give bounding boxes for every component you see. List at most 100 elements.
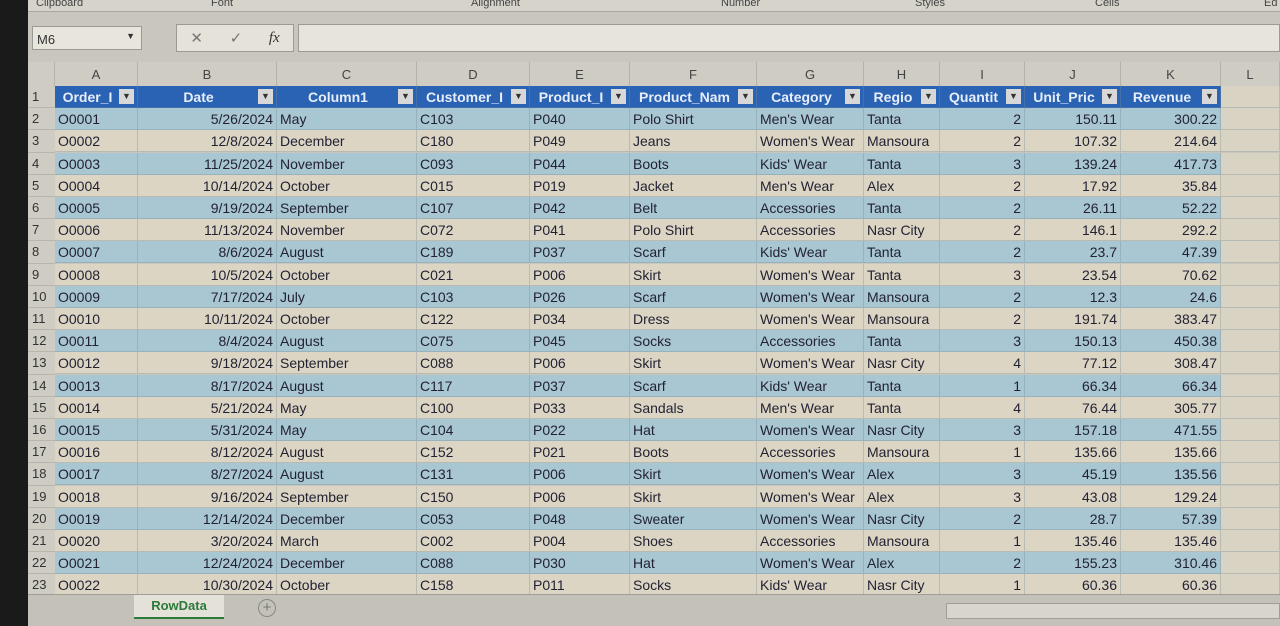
table-cell[interactable]: C107 [417, 197, 530, 219]
table-cell[interactable]: 12.3 [1025, 285, 1121, 308]
table-cell[interactable]: September [277, 485, 417, 508]
table-cell[interactable]: Scarf [630, 241, 757, 264]
filter-dropdown-icon[interactable]: ▼ [1202, 89, 1217, 104]
table-cell[interactable]: C053 [417, 507, 530, 530]
table-cell[interactable]: P048 [530, 507, 630, 530]
table-cell[interactable]: Accessories [757, 441, 864, 464]
cell-empty[interactable] [1221, 441, 1280, 464]
table-cell[interactable]: 3 [940, 463, 1025, 486]
table-cell[interactable]: Alex [864, 463, 940, 486]
table-cell[interactable]: Tanta [864, 108, 940, 131]
table-cell[interactable]: 43.08 [1025, 485, 1121, 508]
cell-empty[interactable] [1221, 108, 1280, 131]
table-cell[interactable]: P006 [530, 485, 630, 508]
table-cell[interactable]: O0004 [55, 174, 138, 197]
table-cell[interactable]: 417.73 [1121, 152, 1221, 175]
row-header[interactable]: 18 [28, 463, 55, 486]
table-cell[interactable]: 107.32 [1025, 130, 1121, 153]
table-cell[interactable]: Polo Shirt [630, 219, 757, 242]
table-cell[interactable]: O0015 [55, 419, 138, 441]
table-header-cell[interactable]: Product_I ▼ [530, 86, 630, 108]
formula-input[interactable] [298, 24, 1280, 52]
table-cell[interactable]: May [277, 396, 417, 419]
table-cell[interactable]: 47.39 [1121, 241, 1221, 264]
table-cell[interactable]: Nasr City [864, 352, 940, 375]
table-header-cell[interactable]: Column1 ▼ [277, 86, 417, 108]
table-cell[interactable]: 383.47 [1121, 308, 1221, 330]
table-cell[interactable]: C104 [417, 419, 530, 441]
table-cell[interactable]: 9/18/2024 [138, 352, 277, 375]
table-cell[interactable]: C093 [417, 152, 530, 175]
column-header-e[interactable]: E [530, 62, 630, 86]
cell-empty[interactable] [1221, 419, 1280, 441]
table-cell[interactable]: Alex [864, 552, 940, 575]
table-cell[interactable]: 77.12 [1025, 352, 1121, 375]
filter-dropdown-icon[interactable]: ▼ [845, 89, 860, 104]
enter-icon[interactable]: ✓ [229, 30, 243, 47]
table-cell[interactable]: 450.38 [1121, 330, 1221, 353]
table-cell[interactable]: 3 [940, 419, 1025, 441]
cell-empty[interactable] [1221, 308, 1280, 330]
table-header-cell[interactable]: Date ▼ [138, 86, 277, 108]
table-cell[interactable]: November [277, 152, 417, 175]
table-header-cell[interactable]: Quantit ▼ [940, 86, 1025, 108]
table-cell[interactable]: July [277, 285, 417, 308]
table-cell[interactable]: 2 [940, 552, 1025, 575]
filter-dropdown-icon[interactable]: ▼ [119, 89, 134, 104]
table-cell[interactable]: 5/26/2024 [138, 108, 277, 131]
filter-dropdown-icon[interactable]: ▼ [258, 89, 273, 104]
table-cell[interactable]: C189 [417, 241, 530, 264]
select-all-corner[interactable] [28, 62, 55, 86]
table-cell[interactable]: Men's Wear [757, 396, 864, 419]
table-cell[interactable]: September [277, 352, 417, 375]
table-cell[interactable]: C180 [417, 130, 530, 153]
table-cell[interactable]: Accessories [757, 219, 864, 242]
table-cell[interactable]: O0001 [55, 108, 138, 131]
row-header[interactable]: 8 [28, 241, 55, 264]
table-cell[interactable]: 12/14/2024 [138, 507, 277, 530]
table-cell[interactable]: Jeans [630, 130, 757, 153]
sheet-tab-rowdata[interactable]: RowData [134, 595, 224, 619]
table-cell[interactable]: P045 [530, 330, 630, 353]
cell-empty[interactable] [1221, 197, 1280, 219]
table-cell[interactable]: O0020 [55, 530, 138, 552]
table-cell[interactable]: 2 [940, 219, 1025, 242]
table-cell[interactable]: March [277, 530, 417, 552]
row-header[interactable]: 4 [28, 152, 55, 175]
insert-function-icon[interactable]: fx [268, 29, 280, 46]
table-cell[interactable]: P044 [530, 152, 630, 175]
cell-empty[interactable] [1221, 374, 1280, 397]
table-cell[interactable]: 8/17/2024 [138, 374, 277, 397]
table-header-cell[interactable]: Unit_Pric ▼ [1025, 86, 1121, 108]
table-cell[interactable]: C021 [417, 263, 530, 286]
table-cell[interactable]: August [277, 441, 417, 464]
column-header-i[interactable]: I [940, 62, 1025, 86]
cell-empty[interactable] [1221, 86, 1280, 108]
cell-empty[interactable] [1221, 152, 1280, 175]
add-sheet-icon[interactable]: + [258, 599, 276, 617]
table-cell[interactable]: 2 [940, 130, 1025, 153]
table-cell[interactable]: P030 [530, 552, 630, 575]
table-cell[interactable]: O0009 [55, 285, 138, 308]
table-cell[interactable]: O0010 [55, 308, 138, 330]
table-cell[interactable]: 135.56 [1121, 463, 1221, 486]
table-cell[interactable]: Accessories [757, 530, 864, 552]
table-cell[interactable]: Boots [630, 152, 757, 175]
table-cell[interactable]: O0006 [55, 219, 138, 242]
name-box[interactable]: M6 ▼ [32, 26, 142, 50]
table-cell[interactable]: 292.2 [1121, 219, 1221, 242]
column-header-b[interactable]: B [138, 62, 277, 86]
table-cell[interactable]: O0011 [55, 330, 138, 353]
table-cell[interactable]: 3 [940, 152, 1025, 175]
table-cell[interactable]: Women's Wear [757, 285, 864, 308]
table-cell[interactable]: P004 [530, 530, 630, 552]
table-cell[interactable]: P049 [530, 130, 630, 153]
table-cell[interactable]: Mansoura [864, 530, 940, 552]
table-cell[interactable]: P034 [530, 308, 630, 330]
cell-empty[interactable] [1221, 263, 1280, 286]
table-cell[interactable]: 23.7 [1025, 241, 1121, 264]
row-header[interactable]: 3 [28, 130, 55, 153]
table-cell[interactable]: 150.13 [1025, 330, 1121, 353]
table-cell[interactable]: C072 [417, 219, 530, 242]
table-cell[interactable]: Women's Wear [757, 419, 864, 441]
